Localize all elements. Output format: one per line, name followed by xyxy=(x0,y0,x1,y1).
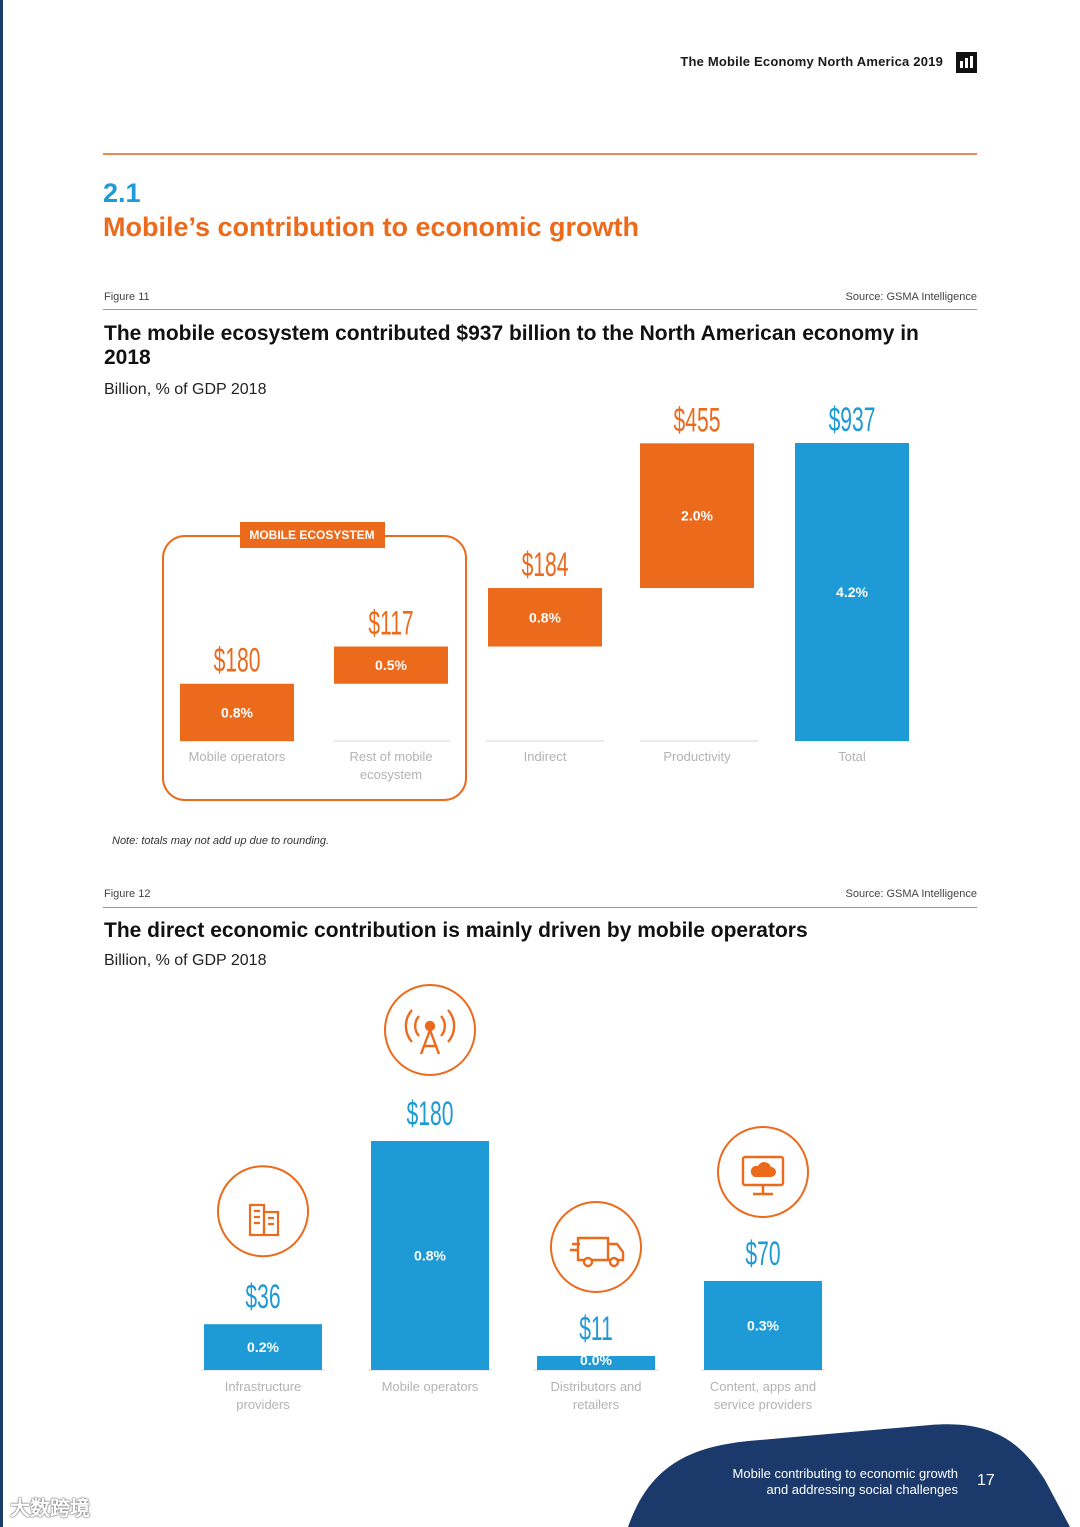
footer-shape xyxy=(628,1424,1070,1527)
figure-11-rule xyxy=(103,309,977,310)
category-label-content-apps-and-service-providers: service providers xyxy=(714,1397,813,1412)
gdp-share-rest-of-mobile-ecosystem: 0.5% xyxy=(375,657,407,673)
value-label-distributors-and-retailers: $11 xyxy=(579,1309,613,1347)
mobile-ecosystem-label: MOBILE ECOSYSTEM xyxy=(249,528,374,542)
figure-11-label: Figure 11 xyxy=(104,291,150,303)
bar-mobile-operators xyxy=(371,1141,489,1370)
bar-total xyxy=(795,443,909,741)
gdp-share-indirect: 0.8% xyxy=(529,609,561,625)
figure-12-source: Source: GSMA Intelligence xyxy=(845,888,977,900)
footer-line-1: Mobile contributing to economic growth xyxy=(732,1466,958,1481)
category-label-distributors-and-retailers: Distributors and xyxy=(550,1379,641,1394)
bar-mobile-operators xyxy=(180,683,294,741)
section-number: 2.1 xyxy=(103,178,141,208)
value-label-mobile-operators: $180 xyxy=(407,1094,454,1132)
watermark-text: 大数跨境 xyxy=(10,1498,90,1520)
category-label-total: Total xyxy=(838,749,866,764)
cloud-monitor-icon xyxy=(741,1155,785,1196)
bar-infrastructure-providers xyxy=(204,1324,322,1370)
delivery-truck-icon xyxy=(570,1236,625,1268)
category-label-rest-of-mobile-ecosystem: Rest of mobile xyxy=(349,749,432,764)
value-label-rest-of-mobile-ecosystem: $117 xyxy=(368,603,413,641)
figure-12-rule xyxy=(103,907,977,908)
section-title: Mobile’s contribution to economic growth xyxy=(103,212,639,242)
figure-11-source: Source: GSMA Intelligence xyxy=(845,291,977,303)
figure-12-subtitle: Billion, % of GDP 2018 xyxy=(104,952,267,969)
section-divider xyxy=(103,153,977,155)
value-label-mobile-operators: $180 xyxy=(214,641,261,679)
figure-11-title: The mobile ecosystem contributed $937 bi… xyxy=(104,322,919,369)
figure-12-label: Figure 12 xyxy=(104,888,151,900)
icon-circle-distributors-and-retailers xyxy=(550,1201,642,1294)
report-title: The Mobile Economy North America 2019 xyxy=(680,54,943,69)
bar-content-apps-and-service-providers xyxy=(704,1280,822,1370)
footer-line-2: and addressing social challenges xyxy=(766,1482,958,1497)
figure-11-note: Note: totals may not add up due to round… xyxy=(112,835,330,847)
figure-11-subtitle: Billion, % of GDP 2018 xyxy=(104,381,267,398)
gsma-logo-icon xyxy=(956,52,977,73)
bar-productivity xyxy=(640,443,754,589)
gdp-share-infrastructure-providers: 0.2% xyxy=(247,1339,279,1355)
value-label-infrastructure-providers: $36 xyxy=(245,1277,280,1315)
value-label-productivity: $455 xyxy=(674,400,721,438)
gdp-share-mobile-operators: 0.8% xyxy=(414,1248,446,1264)
value-label-content-apps-and-service-providers: $70 xyxy=(745,1234,780,1272)
direct-contribution-chart: $36 0.2% Infrastructure providers $180 0.8%… xyxy=(201,984,825,1412)
value-label-total: $937 xyxy=(829,400,876,438)
category-label-infrastructure-providers: providers xyxy=(236,1397,290,1412)
category-label-content-apps-and-service-providers: Content, apps and xyxy=(710,1379,816,1394)
value-label-indirect: $184 xyxy=(522,545,569,583)
bar-distributors-and-retailers xyxy=(537,1356,655,1370)
bar-indirect xyxy=(488,588,602,647)
category-label-mobile-operators: Mobile operators xyxy=(189,749,286,764)
mobile-ecosystem-tag xyxy=(240,522,385,548)
category-label-mobile-operators: Mobile operators xyxy=(382,1379,479,1394)
footer-section-title: Mobile contributing to economic growth a… xyxy=(733,1466,958,1498)
figure-12-title: The direct economic contribution is main… xyxy=(104,919,808,942)
page-number: 17 xyxy=(977,1472,995,1489)
bar-rest-of-mobile-ecosystem xyxy=(334,646,448,684)
buildings-icon xyxy=(248,1203,280,1237)
page-edge-strip xyxy=(0,0,3,1527)
gdp-share-content-apps-and-service-providers: 0.3% xyxy=(747,1317,779,1333)
gdp-share-productivity: 2.0% xyxy=(681,508,713,524)
signal-tower-icon xyxy=(404,1009,456,1055)
waterfall-chart: MOBILE ECOSYSTEM $180 0.8% Mobile operator… xyxy=(162,400,909,801)
category-label-productivity: Productivity xyxy=(663,749,731,764)
category-label-distributors-and-retailers: retailers xyxy=(573,1397,620,1412)
gdp-share-distributors-and-retailers: 0.0% xyxy=(580,1352,612,1368)
gdp-share-total: 4.2% xyxy=(836,584,868,600)
category-label-infrastructure-providers: Infrastructure xyxy=(225,1379,302,1394)
gdp-share-mobile-operators: 0.8% xyxy=(221,704,253,720)
category-label-indirect: Indirect xyxy=(524,749,567,764)
category-label-rest-of-mobile-ecosystem: ecosystem xyxy=(360,767,422,782)
